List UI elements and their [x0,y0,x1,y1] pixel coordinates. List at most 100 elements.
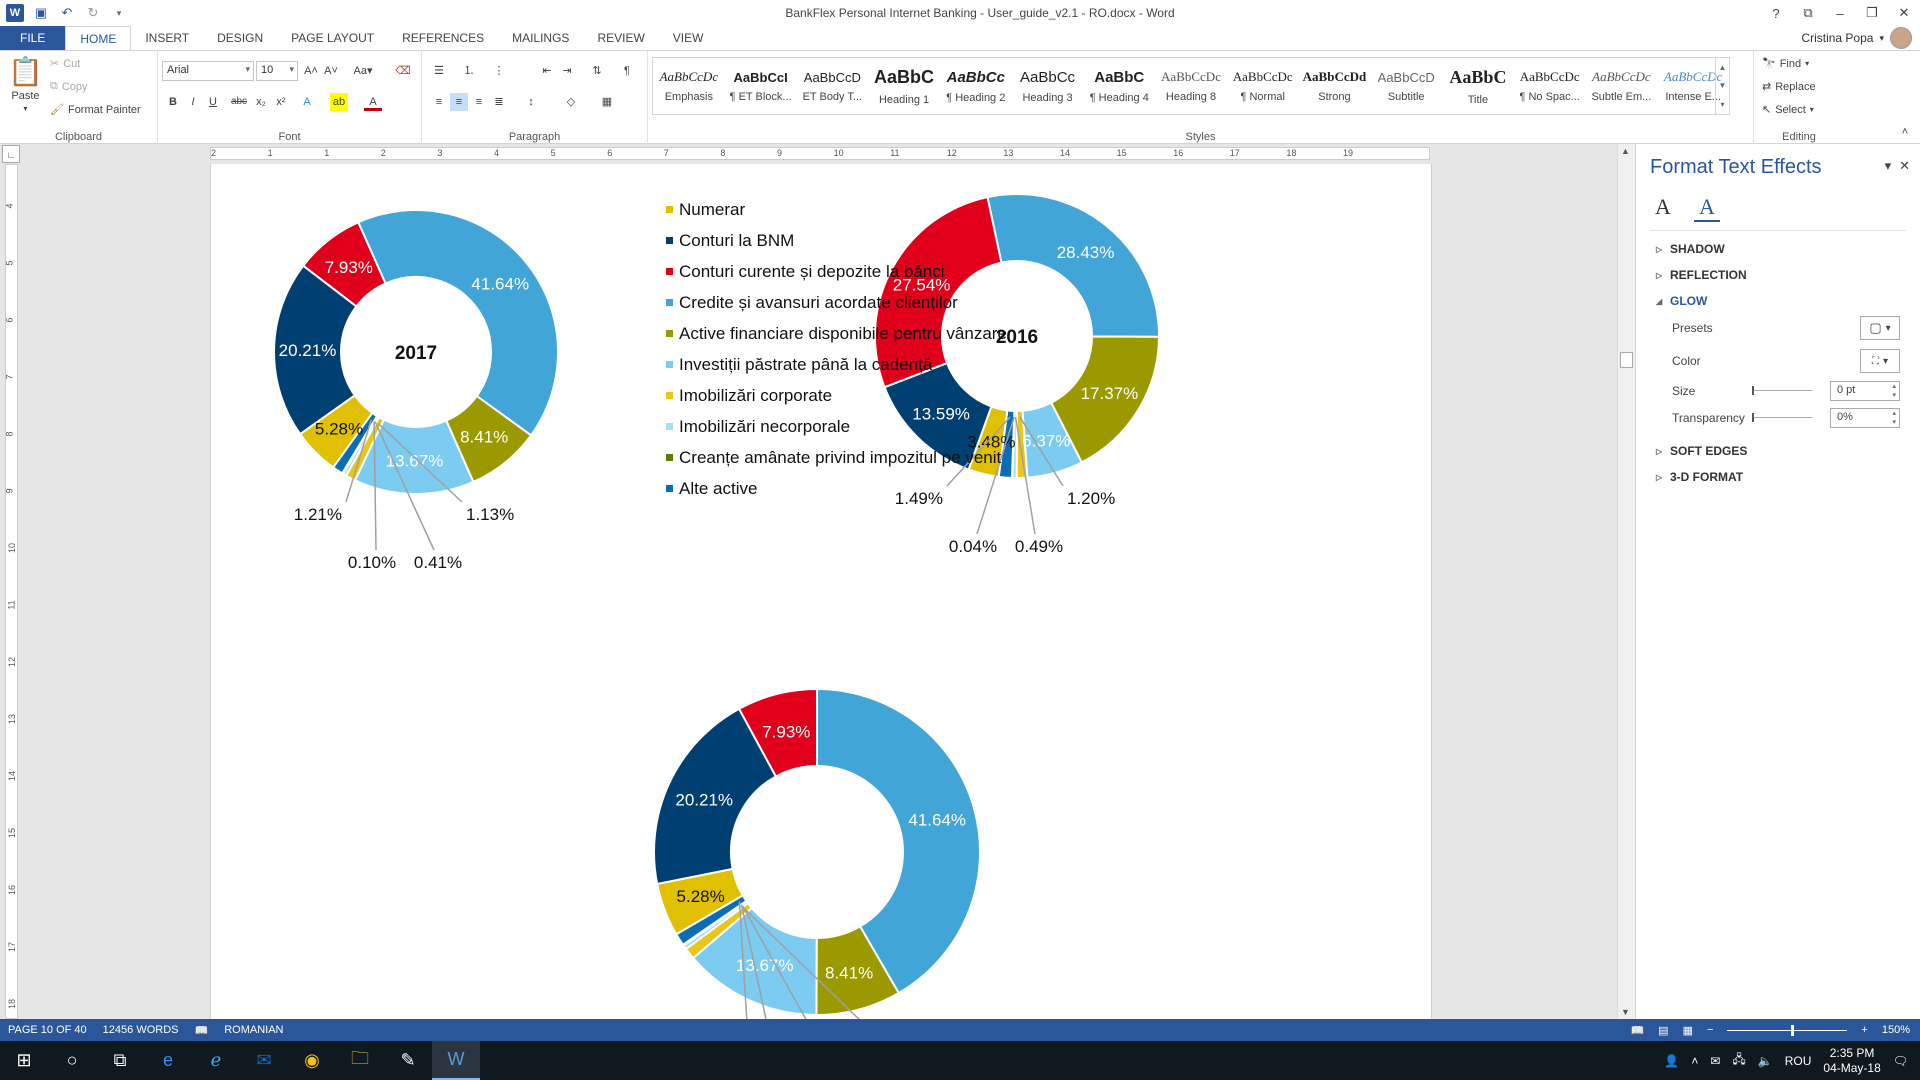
glow-presets-picker[interactable]: ▢ ▾ [1860,316,1900,340]
read-mode-icon[interactable]: 📖 [1630,1024,1645,1037]
donut-slice[interactable] [273,264,358,436]
change-case-icon[interactable]: Aa▾ [353,65,373,77]
clock[interactable]: 2:35 PM 04-May-18 [1823,1045,1881,1075]
web-layout-icon[interactable]: ▦ [1682,1024,1693,1037]
borders-icon[interactable]: ▦ [601,96,613,108]
grow-font-icon[interactable]: A˄ [304,65,318,77]
font-name-combo[interactable]: Arial [162,61,254,81]
network-icon[interactable]: 🖧 [1732,1052,1746,1066]
app-icon[interactable]: ✎ [400,1050,416,1070]
3d-format-section[interactable]: ▷ 3-D FORMAT [1656,470,1744,484]
find-button[interactable]: 🔭 Find ▾ [1762,57,1810,71]
shrink-font-icon[interactable]: A˅ [324,65,338,77]
scroll-up-icon[interactable]: ▲ [1621,146,1630,156]
cut-button[interactable]: ✂ Cut [50,57,81,71]
justify-icon[interactable]: ≣ [494,96,504,108]
font-color-icon[interactable]: A [364,93,382,111]
style-item[interactable]: AaBbCcDc Emphasis [659,69,719,103]
style-item[interactable]: AaBbC Heading 1 [874,66,935,106]
increase-indent-icon[interactable]: ⇥ [562,65,572,77]
people-icon[interactable]: 👤 [1664,1053,1680,1068]
close-button[interactable]: ✕ [1898,5,1910,20]
tab-selector-icon[interactable]: ∟ [2,145,20,163]
style-item[interactable]: AaBbCc Heading 3 [1020,68,1076,104]
tab-home[interactable]: HOME [65,26,132,50]
internet-explorer-icon[interactable]: ℯ [210,1050,222,1070]
bullets-icon[interactable]: ☰ [434,65,444,77]
select-button[interactable]: ↖ Select ▾ [1762,103,1814,117]
zoom-in-icon[interactable]: + [1861,1024,1868,1036]
donut-slice[interactable] [986,193,1160,338]
donut-slice[interactable] [301,220,387,308]
paste-button[interactable]: 📋 Paste ▾ [8,56,43,113]
input-language[interactable]: ROU [1784,1053,1812,1068]
style-item[interactable]: AaBbCcDd Strong [1302,69,1367,103]
ruler-track[interactable]: 2 1 1 2 3 4 5 6 7 8 9 10 11 12 13 14 15 16 17 18 19 [210,147,1430,160]
outlook-icon[interactable]: ✉ [256,1050,272,1070]
style-item[interactable]: AaBbC Title [1449,66,1507,106]
customize-qat-icon[interactable]: ▾ [116,7,122,18]
font-size-combo[interactable]: 10 [256,61,298,81]
user-account[interactable]: Cristina Popa ▾ [1801,26,1920,50]
language-indicator[interactable]: ROMANIAN [224,1024,284,1036]
superscript-icon[interactable]: x² [276,96,286,108]
style-item[interactable]: AaBbCc ¶ Heading 2 [946,68,1006,104]
document-page[interactable]: 2017 41.64% 8.41% 13.67% 5.28% 20.21% 7.93% 1.1… [210,164,1432,1019]
task-view-icon[interactable]: ⧉ [113,1050,127,1070]
text-fill-outline-tab-icon[interactable]: A [1655,194,1671,219]
tab-mailings[interactable]: MAILINGS [512,31,570,45]
align-right-icon[interactable]: ≡ [475,96,483,108]
donut-slice[interactable] [653,707,778,886]
pilcrow-icon[interactable]: ¶ [624,65,630,77]
tab-page-layout[interactable]: PAGE LAYOUT [291,31,375,45]
outlook-tray-icon[interactable]: ✉ [1710,1053,1721,1068]
soft-edges-section[interactable]: ▷ SOFT EDGES [1656,444,1748,458]
copy-button[interactable]: ⧉ Copy [50,80,88,93]
volume-icon[interactable]: 🔈 [1757,1053,1773,1068]
align-left-icon[interactable]: ≡ [435,96,443,108]
highlight-icon[interactable]: ab [330,93,348,111]
restore-button[interactable]: ❐ [1866,5,1878,20]
word-count[interactable]: 12456 WORDS [102,1024,179,1036]
start-icon[interactable]: ⊞ [16,1050,32,1070]
donut-slice[interactable] [356,209,559,437]
italic-icon[interactable]: I [191,96,195,108]
collapse-ribbon-icon[interactable]: ˄ [1901,126,1909,138]
page-count[interactable]: PAGE 10 OF 40 [8,1024,87,1036]
shadow-section[interactable]: ▷ SHADOW [1656,242,1725,256]
cortana-icon[interactable]: ○ [66,1050,78,1070]
style-item[interactable]: AaBbCcDc Intense E... [1663,69,1723,103]
clear-formatting-icon[interactable]: ⌫ [395,65,411,77]
text-effects-tab-icon[interactable]: A [1694,194,1720,222]
show-hidden-icons-icon[interactable]: ˄ [1691,1053,1699,1068]
edge-icon[interactable]: e [162,1050,173,1070]
vruler-track[interactable]: 4 5 6 7 8 9 10 11 12 13 14 15 16 17 18 [5,164,18,1019]
scroll-down-icon[interactable]: ▼ [1621,1007,1630,1017]
zoom-out-icon[interactable]: − [1706,1024,1714,1036]
style-item[interactable]: AaBbCcDc ¶ Normal [1232,69,1293,103]
notifications-icon[interactable]: 🗨 [1892,1053,1908,1068]
glow-size-slider[interactable] [1752,386,1812,395]
line-spacing-icon[interactable]: ↕ [528,96,534,108]
redo-icon[interactable]: ↻ [87,5,99,20]
glow-color-picker[interactable]: ⛶ ▾ [1860,349,1900,373]
style-item[interactable]: AaBbCcDc Heading 8 [1161,69,1221,103]
donut-slice[interactable] [816,687,981,995]
file-explorer-icon[interactable]: 🗀 [351,1047,369,1068]
subscript-icon[interactable]: x₂ [256,96,266,108]
glow-size-input[interactable]: 0 pt [1830,381,1900,401]
replace-button[interactable]: ⇄ Replace [1762,80,1816,94]
zoom-slider[interactable] [1727,1024,1848,1036]
multilevel-list-icon[interactable]: ⋮ [493,65,505,77]
chrome-icon[interactable]: ◉ [304,1050,320,1070]
shading-icon[interactable]: ◇ [566,96,576,108]
proofing-icon[interactable]: 📖 [194,1024,209,1037]
bold-icon[interactable]: B [169,96,177,108]
tab-view[interactable]: VIEW [672,31,704,45]
print-layout-icon[interactable]: ▤ [1658,1024,1669,1037]
style-item[interactable]: AaBbCcD Subtitle [1377,69,1435,103]
ribbon-display-options-icon[interactable]: ⧉ [1803,5,1813,20]
format-painter-button[interactable]: 🖌 Format Painter [50,103,141,117]
style-item[interactable]: AaBbCcDc ¶ No Spac... [1519,69,1580,103]
undo-icon[interactable]: ↶ [61,5,73,20]
